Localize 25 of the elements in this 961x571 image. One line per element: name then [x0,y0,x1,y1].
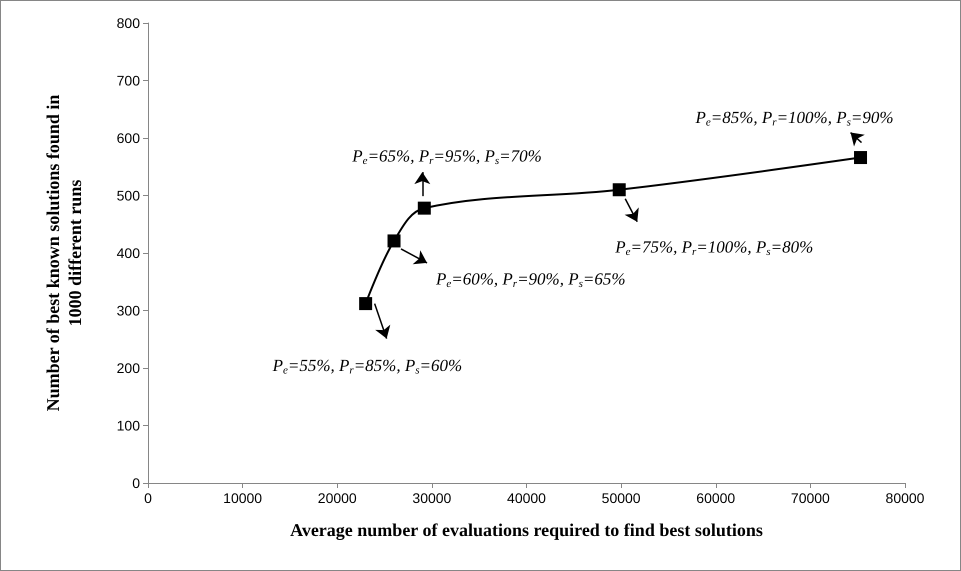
x-axis-title: Average number of evaluations required to find best solutions [290,520,763,540]
y-tick-label: 0 [132,475,140,491]
y-tick-label: 400 [116,245,140,261]
y-tick-label: 600 [116,130,140,146]
point [418,202,431,215]
x-tick-label: 70000 [790,490,830,506]
x-tick-label: 80000 [886,490,925,506]
y-tick-label: 300 [116,302,140,318]
y-tick-label: 700 [116,72,140,88]
y-axis-title: Number of best known solutions found in 1000 different runs [43,94,85,412]
y-tick-label: 500 [116,188,140,204]
x-tick-label: 0 [144,490,152,506]
point [612,183,626,196]
x-tick-label: 50000 [602,490,641,506]
point [854,151,868,164]
y-tick-label: 200 [116,360,140,376]
x-tick-label: 40000 [507,490,546,506]
y-tick-label: 800 [116,15,140,31]
point [388,234,401,248]
x-tick-label: 10000 [223,490,262,506]
y-tick-label: 100 [116,418,140,434]
x-tick-label: 60000 [696,490,736,506]
x-tick-label: 30000 [412,490,452,506]
point [359,297,372,310]
x-tick-label: 20000 [318,490,357,506]
